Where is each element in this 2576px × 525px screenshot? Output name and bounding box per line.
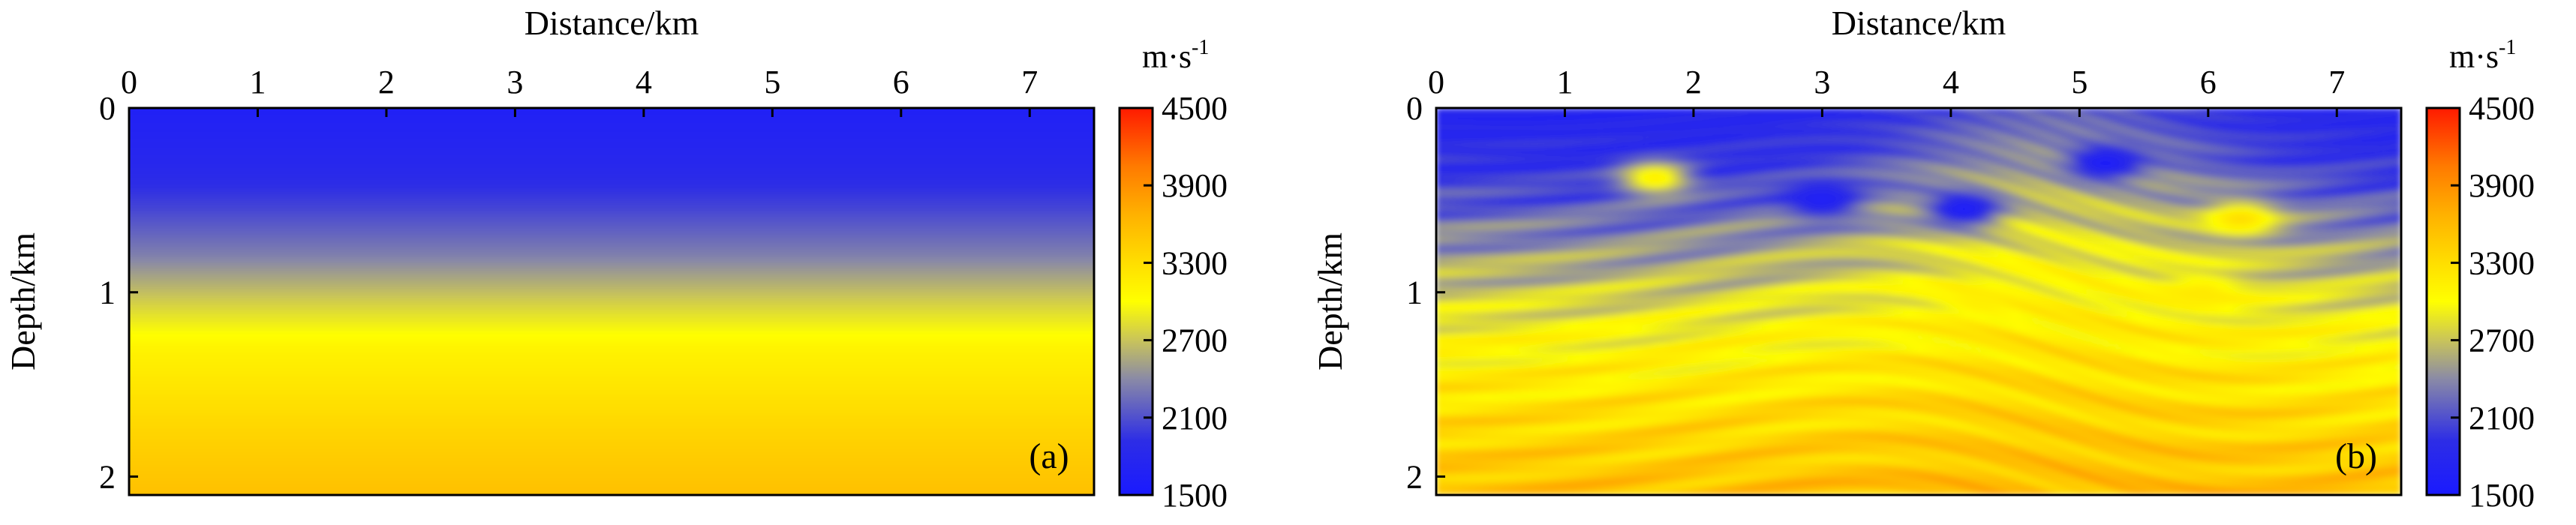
panel-a-xlabel: Distance/km (525, 4, 699, 42)
x-tick-label: 4 (1943, 64, 1959, 100)
y-tick-label: 2 (99, 458, 116, 495)
colorbar-tick-label: 3300 (2469, 244, 2535, 281)
panel-a-colorbar: m·s-1 4500 3900 3300 2700 2100 1500 (1118, 36, 1228, 514)
panel-a-label: (a) (1029, 436, 1069, 476)
x-tick-label: 1 (1556, 64, 1573, 100)
colorbar-tick-label: 4500 (1162, 90, 1228, 127)
x-tick-label: 7 (1021, 64, 1038, 100)
panel-a-ylabel: Depth/km (4, 232, 42, 370)
panel-b-frame (1435, 106, 2403, 496)
panel-a-x-ticks: 0 1 2 3 4 5 6 7 (121, 64, 1038, 117)
colorbar-tick-label: 2700 (2469, 322, 2535, 359)
panel-a-colorbar-unit: m·s-1 (1142, 36, 1209, 75)
panel-b-y-ticks: 0 1 2 (1406, 90, 1445, 495)
panel-a-colorbar-bar (1118, 106, 1154, 496)
colorbar-tick-label: 1500 (2469, 477, 2535, 514)
panel-a: Distance/km Depth/km 0 1 2 3 4 5 6 7 0 1 2 (a) m·… (4, 4, 1228, 514)
y-tick-label: 2 (1406, 458, 1423, 495)
colorbar-tick-label: 4500 (2469, 90, 2535, 127)
panel-b-colorbar-ticks: 4500 3900 3300 2700 2100 1500 (2451, 90, 2535, 514)
panel-a-heatmap (129, 108, 1094, 495)
y-tick-label: 1 (1406, 274, 1423, 311)
x-tick-label: 0 (121, 64, 137, 100)
panel-b-xlabel: Distance/km (1832, 4, 2006, 42)
colorbar-tick-label: 3300 (1162, 244, 1228, 281)
y-tick-label: 0 (99, 90, 116, 127)
x-tick-label: 1 (249, 64, 266, 100)
panel-b-colorbar-unit-exponent: -1 (2499, 36, 2516, 59)
panel-b-label: (b) (2335, 436, 2377, 476)
colorbar-tick-label: 3900 (2469, 167, 2535, 204)
panel-b-heatmap-image (1436, 108, 2401, 495)
x-tick-label: 3 (1814, 64, 1830, 100)
panel-a-colorbar-unit-text: m·s (1142, 38, 1192, 75)
panel-b-colorbar-unit-text: m·s (2449, 38, 2499, 75)
colorbar-tick-label: 3900 (1162, 167, 1228, 204)
x-tick-label: 6 (893, 64, 909, 100)
panel-a-y-ticks: 0 1 2 (99, 90, 138, 495)
panel-b-colorbar-unit: m·s-1 (2449, 36, 2516, 75)
x-tick-label: 4 (636, 64, 652, 100)
x-tick-label: 3 (506, 64, 523, 100)
colorbar-tick-label: 1500 (1162, 477, 1228, 514)
colorbar-tick-label: 2100 (1162, 400, 1228, 436)
x-tick-label: 0 (1428, 64, 1444, 100)
colorbar-tick-label: 2700 (1162, 322, 1228, 359)
x-tick-label: 5 (2071, 64, 2088, 100)
panel-a-colorbar-unit-exponent: -1 (1192, 36, 1209, 59)
panel-b-colorbar: m·s-1 4500 3900 3300 2700 2100 1500 (2425, 36, 2535, 514)
x-tick-label: 6 (2200, 64, 2217, 100)
panel-a-heatmap-image (129, 108, 1094, 495)
x-tick-label: 2 (1685, 64, 1702, 100)
panel-b-x-ticks: 0 1 2 3 4 5 6 7 (1428, 64, 2345, 117)
panel-b-ylabel: Depth/km (1311, 232, 1349, 370)
panel-a-frame (128, 106, 1096, 496)
panel-b-heatmap (1436, 108, 2401, 495)
colorbar-tick-label: 2100 (2469, 400, 2535, 436)
panel-b: Distance/km Depth/km 0 1 2 3 4 5 6 7 0 1 2 (b) m·… (1311, 4, 2535, 514)
panel-b-colorbar-bar (2425, 106, 2461, 496)
panel-a-colorbar-ticks: 4500 3900 3300 2700 2100 1500 (1144, 90, 1228, 514)
x-tick-label: 2 (378, 64, 395, 100)
y-tick-label: 1 (99, 274, 116, 311)
x-tick-label: 7 (2328, 64, 2345, 100)
y-tick-label: 0 (1406, 90, 1423, 127)
x-tick-label: 5 (764, 64, 780, 100)
